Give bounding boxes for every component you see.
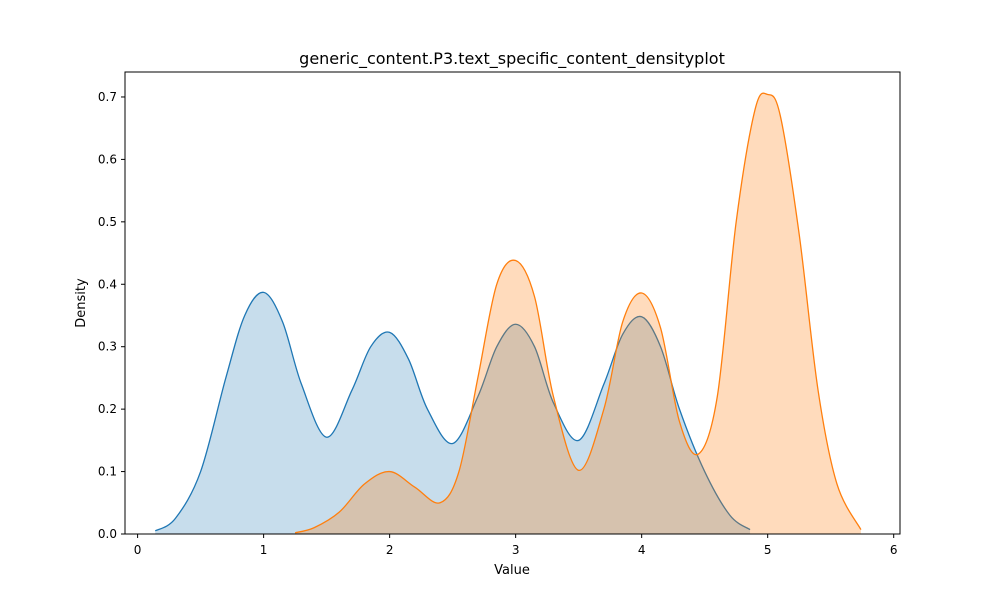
x-tick-label: 5	[764, 543, 772, 557]
y-tick-label: 0.6	[98, 152, 117, 166]
density-area-series-1	[155, 292, 751, 534]
y-tick-label: 0.0	[98, 527, 117, 541]
x-tick-label: 3	[512, 543, 520, 557]
x-tick-label: 0	[134, 543, 142, 557]
x-axis-label: Value	[494, 563, 530, 578]
y-axis: 0.0 0.1 0.2 0.3 0.4 0.5 0.6 0.7	[98, 90, 125, 541]
plot-frame	[124, 71, 901, 535]
y-tick-label: 0.4	[98, 277, 117, 291]
x-tick-label: 2	[386, 543, 394, 557]
y-tick-label: 0.5	[98, 215, 117, 229]
density-line-series-2	[294, 92, 862, 534]
chart-title: generic_content.P3.text_specific_content…	[299, 49, 725, 69]
y-tick-label: 0.3	[98, 340, 117, 354]
y-tick-label: 0.2	[98, 402, 117, 416]
y-tick-label: 0.1	[98, 465, 117, 479]
series-layer	[154, 92, 862, 535]
y-axis-label: Density	[74, 278, 89, 328]
x-tick-label: 4	[638, 543, 646, 557]
x-tick-label: 1	[260, 543, 268, 557]
density-area-series-2	[295, 93, 861, 535]
density-line-series-1	[154, 291, 751, 532]
y-tick-label: 0.7	[98, 90, 117, 104]
x-tick-label: 6	[890, 543, 898, 557]
x-axis: 0 1 2 3 4 5 6	[134, 534, 898, 557]
